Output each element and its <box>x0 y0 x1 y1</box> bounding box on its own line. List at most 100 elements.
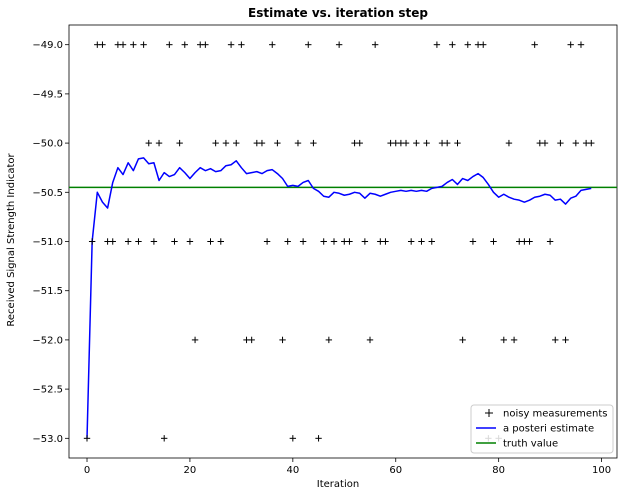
measurement-point <box>371 41 379 48</box>
measurement-point <box>361 238 369 245</box>
measurement-point <box>382 238 389 245</box>
measurement-point <box>505 139 513 147</box>
measurement-point <box>166 41 173 48</box>
estimate-layer <box>86 157 592 439</box>
measurement-point <box>356 139 363 147</box>
measurement-point <box>557 139 564 147</box>
measurement-point <box>315 435 322 442</box>
measurement-point <box>238 41 245 48</box>
measurement-point <box>428 238 435 245</box>
y-tick-label: −50.0 <box>32 139 63 150</box>
measurement-point <box>449 41 456 48</box>
x-tick-label: 40 <box>286 465 299 476</box>
measurement-point <box>274 139 281 147</box>
measurement-point <box>402 139 410 147</box>
measurement-point <box>135 238 142 245</box>
measurement-point <box>577 41 585 48</box>
x-tick-label: 80 <box>492 465 505 476</box>
measurement-point <box>567 41 574 48</box>
measurement-point <box>289 435 297 442</box>
measurement-point <box>207 238 214 245</box>
measurement-point <box>541 139 549 147</box>
estimate-line <box>86 157 592 439</box>
y-tick-label: −52.0 <box>32 335 63 346</box>
measurement-point <box>171 238 178 245</box>
plot-area <box>68 24 618 459</box>
measurement-point <box>83 435 91 442</box>
measurement-point <box>88 238 96 245</box>
measurement-point <box>320 238 327 245</box>
measurement-point <box>310 139 317 147</box>
measurement-point <box>279 336 286 344</box>
measurement-point <box>531 41 538 48</box>
measurement-point <box>191 336 199 344</box>
y-tick-label: −49.5 <box>32 89 63 100</box>
measurement-point <box>222 139 230 147</box>
measurement-point <box>248 336 255 344</box>
measurement-markers <box>83 41 595 442</box>
measurement-point <box>407 238 415 245</box>
measurement-point <box>258 139 266 147</box>
measurement-point <box>130 41 137 48</box>
measurement-point <box>562 336 569 344</box>
measurement-point <box>454 139 461 147</box>
y-tick-label: −50.5 <box>32 188 63 199</box>
y-tick-label: −49.0 <box>32 40 63 51</box>
x-tick-label: 0 <box>84 465 90 476</box>
legend-box <box>470 404 614 454</box>
measurement-point <box>186 238 194 245</box>
chart-title: Estimate vs. iteration step <box>248 6 428 20</box>
x-tick-label: 60 <box>389 465 402 476</box>
measurement-point <box>480 41 487 48</box>
y-tick-label: −52.5 <box>32 385 63 396</box>
measurement-point <box>500 336 507 344</box>
measurement-point <box>464 41 471 48</box>
measurement-point <box>305 41 312 48</box>
measurement-point <box>124 238 132 245</box>
measurement-point <box>510 336 518 344</box>
measurement-point <box>572 139 580 147</box>
measurement-point <box>418 238 425 245</box>
measurement-point <box>335 41 343 48</box>
y-axis-ticks: −49.0 −49.5 −50.0 −50.5 −51.0 −51.5 −52.0 −52.5… <box>32 40 69 445</box>
measurement-point <box>366 336 374 344</box>
measurement-point <box>299 238 307 245</box>
measurement-point <box>227 41 235 48</box>
measurement-point <box>546 238 554 245</box>
measurement-point <box>263 238 271 245</box>
y-tick-label: −51.5 <box>32 286 63 297</box>
legend-label: noisy measurements <box>503 409 608 420</box>
measurement-point <box>433 41 441 48</box>
legend-label: truth value <box>503 439 558 450</box>
y-tick-label: −51.0 <box>32 237 63 248</box>
measurement-point <box>176 139 183 147</box>
legend-entry: noisy measurements <box>485 409 608 420</box>
x-tick-label: 100 <box>592 465 611 476</box>
measurement-point <box>346 238 353 245</box>
measurement-point <box>217 238 224 245</box>
measurement-point <box>181 41 188 48</box>
measurement-point <box>150 238 158 245</box>
measurement-point <box>552 336 559 344</box>
y-axis-label: Received Signal Strength Indicator <box>6 153 17 327</box>
measurement-point <box>423 139 430 147</box>
measurement-point <box>526 238 533 245</box>
measurement-point <box>202 41 209 48</box>
legend-entry: a posteri estimate <box>476 424 594 435</box>
measurement-point <box>233 139 240 147</box>
measurement-point <box>413 139 420 147</box>
measurement-point <box>330 238 338 245</box>
measurement-point <box>140 41 147 48</box>
measurement-point <box>294 139 302 147</box>
measurement-point <box>212 139 219 147</box>
measurement-point <box>284 238 291 245</box>
measurement-point <box>588 139 595 147</box>
x-axis-ticks: 0 20 40 60 80 100 <box>84 458 611 476</box>
x-axis-label: Iteration <box>317 479 359 490</box>
measurement-point <box>469 238 477 245</box>
measurement-point <box>109 238 116 245</box>
x-tick-label: 20 <box>184 465 197 476</box>
measurement-point <box>99 41 106 48</box>
legend: noisy measurements a posteri estimate trut… <box>470 404 614 454</box>
